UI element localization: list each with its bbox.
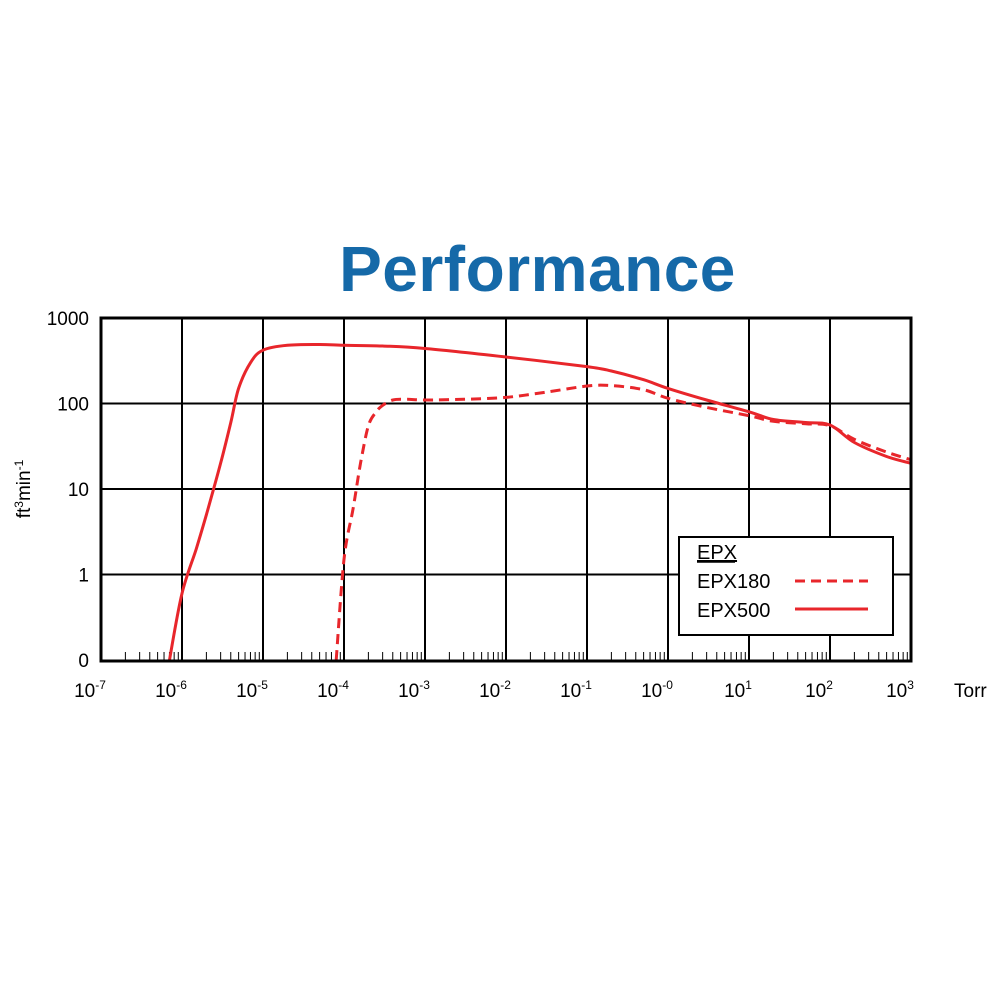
y-axis-label-sup1: 3 — [12, 501, 26, 508]
x-tick-label: 103 — [886, 678, 914, 702]
chart-title: Performance — [339, 233, 736, 305]
y-axis-label-sup2: -1 — [12, 459, 26, 470]
x-tick-label: 10-3 — [398, 678, 430, 702]
y-tick-label: 100 — [57, 395, 89, 416]
series-line-epx180 — [334, 383, 912, 661]
minor-tick-layer — [124, 652, 908, 660]
legend: EPX EPX180 EPX500 — [678, 536, 894, 636]
x-unit-label: Torr — [954, 681, 987, 702]
series-layer — [168, 342, 912, 661]
legend-entry-epx180: EPX180 — [697, 571, 770, 593]
y-tick-label: 1000 — [47, 309, 89, 330]
y-axis-label-base: ft — [14, 507, 35, 518]
x-tick-label: 10-4 — [317, 678, 349, 702]
x-tick-label: 10-0 — [641, 678, 673, 702]
y-axis-label-mid: min — [14, 470, 35, 501]
legend-heading: EPX — [697, 542, 737, 564]
x-tick-label: 102 — [805, 678, 833, 702]
y-axis-label: ft3min-1 — [12, 459, 35, 518]
legend-box — [678, 536, 894, 636]
plot-frame — [99, 316, 913, 663]
y-tick-label: 0 — [78, 651, 89, 672]
x-tick-label: 10-2 — [479, 678, 511, 702]
x-tick-label: 10-1 — [560, 678, 592, 702]
x-tick-label: 10-7 — [74, 678, 106, 702]
y-tick-label: 1 — [78, 566, 89, 587]
svg-text:ft3min-1: ft3min-1 — [12, 459, 35, 518]
grid-layer — [101, 318, 911, 660]
legend-entry-epx500: EPX500 — [697, 600, 770, 622]
x-tick-label: 101 — [724, 678, 752, 702]
x-tick-labels: 10-7 10-6 10-5 10-4 10-3 10-2 10-1 10-0 101 102 10… — [74, 678, 914, 702]
y-tick-label: 10 — [68, 480, 89, 501]
x-tick-label: 10-6 — [155, 678, 187, 702]
x-tick-label: 10-5 — [236, 678, 268, 702]
